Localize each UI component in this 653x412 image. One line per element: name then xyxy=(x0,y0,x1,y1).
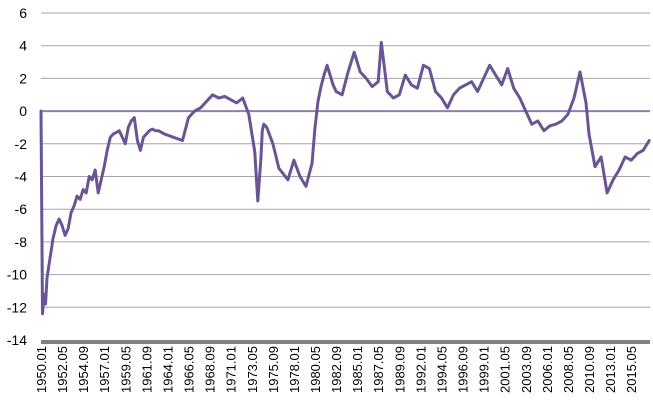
x-tick-label: 1975.09 xyxy=(266,346,281,393)
y-tick-label: 4 xyxy=(19,38,27,54)
y-tick-label: 6 xyxy=(19,5,27,21)
x-tick-label: 1978.01 xyxy=(287,346,302,393)
x-axis-ticks: 1950.01 1952.05 1954.09 1957.01 1959.05 1961.… xyxy=(34,346,639,393)
y-tick-label: -6 xyxy=(15,201,28,217)
y-axis-ticks: 6 4 2 0 -2 -4 -6 -8 -10 -12 -14 xyxy=(7,5,27,348)
y-tick-label: -12 xyxy=(7,299,27,315)
gridlines xyxy=(41,12,650,308)
y-tick-label: -2 xyxy=(15,136,28,152)
x-tick-label: 1992.01 xyxy=(413,346,428,393)
x-tick-label: 2006.01 xyxy=(540,346,555,393)
y-tick-label: 0 xyxy=(19,103,27,119)
x-tick-label: 1952.05 xyxy=(55,346,70,393)
y-tick-label: -10 xyxy=(7,267,27,283)
x-tick-label: 1964.01 xyxy=(160,346,175,393)
x-tick-label: 1961.09 xyxy=(139,346,154,393)
x-tick-label: 1966.05 xyxy=(182,346,197,393)
x-axis-band xyxy=(41,340,650,344)
x-tick-label: 1989.09 xyxy=(392,346,407,393)
x-tick-label: 1959.05 xyxy=(118,346,133,393)
x-tick-label: 1971.01 xyxy=(224,346,239,393)
x-tick-label: 1954.09 xyxy=(76,346,91,393)
x-tick-label: 2013.01 xyxy=(603,346,618,393)
x-tick-label: 1996.09 xyxy=(456,346,471,393)
x-tick-label: 1950.01 xyxy=(34,346,49,393)
x-tick-label: 1994.05 xyxy=(434,346,449,393)
x-tick-label: 1999.01 xyxy=(477,346,492,393)
series-line xyxy=(39,40,651,316)
y-tick-label: -4 xyxy=(15,169,28,185)
x-tick-label: 1973.05 xyxy=(245,346,260,393)
x-tick-label: 2003.09 xyxy=(519,346,534,393)
x-tick-label: 2008.05 xyxy=(561,346,576,393)
y-tick-label: -8 xyxy=(15,234,28,250)
x-tick-label: 1982.09 xyxy=(329,346,344,393)
x-tick-label: 2010.09 xyxy=(582,346,597,393)
y-tick-label: -14 xyxy=(7,332,27,348)
x-tick-label: 1968.09 xyxy=(203,346,218,393)
x-tick-label: 2001.05 xyxy=(498,346,513,393)
y-tick-label: 2 xyxy=(19,70,27,86)
x-tick-label: 1957.01 xyxy=(97,346,112,393)
x-tick-label: 1980.05 xyxy=(308,346,323,393)
x-tick-label: 2015.05 xyxy=(624,346,639,393)
x-tick-label: 1987.05 xyxy=(371,346,386,393)
x-tick-label: 1985.01 xyxy=(350,346,365,393)
